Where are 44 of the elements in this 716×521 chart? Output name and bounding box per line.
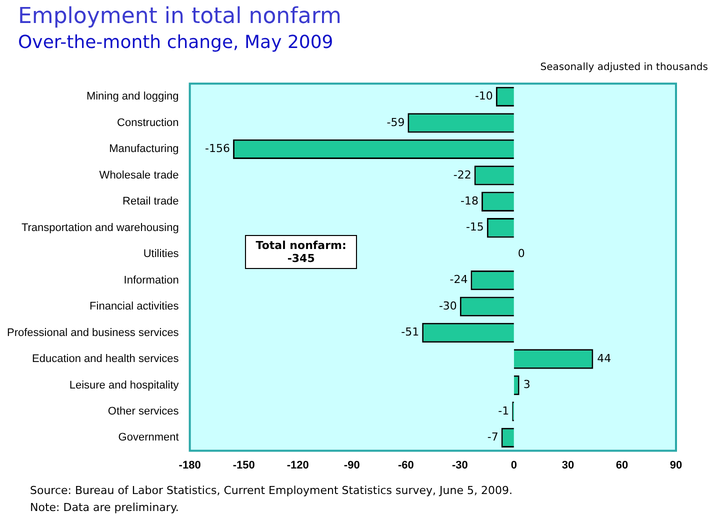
text: Seasonally adjusted in thousands xyxy=(540,62,708,73)
data-label: 44 xyxy=(597,352,612,365)
y-tick-label: Government xyxy=(118,432,179,444)
data-label: 0 xyxy=(518,246,525,260)
y-tick-label: Mining and logging xyxy=(86,90,179,103)
data-label: -51 xyxy=(401,326,420,339)
y-tick-label: Information xyxy=(124,274,179,286)
x-tick-label: -30 xyxy=(452,459,468,472)
data-label: -15 xyxy=(466,220,484,234)
x-tick-label: -120 xyxy=(286,459,309,472)
y-tick-label: Financial activities xyxy=(90,300,180,313)
x-tick-label: -150 xyxy=(232,459,255,472)
y-tick-label: Construction xyxy=(117,116,179,129)
data-label: -30 xyxy=(438,299,457,312)
x-tick-label: -90 xyxy=(344,459,360,472)
annotation: Total nonfarm: -345 xyxy=(244,234,358,269)
y-tick-label: Utilities xyxy=(143,248,180,260)
text: Note: Data are preliminary. xyxy=(30,500,180,516)
x-tick-label: 90 xyxy=(670,459,682,472)
data-label: -156 xyxy=(205,142,230,156)
chart-subtitle: Over-the-month change, May 2009 xyxy=(18,32,334,53)
y-tick-label: Retail trade xyxy=(122,196,179,208)
y-tick-label: Education and health services xyxy=(32,353,180,366)
data-label: -22 xyxy=(453,168,472,182)
x-tick-label: 30 xyxy=(562,459,574,472)
data-label: -18 xyxy=(460,194,479,208)
y-tick-label: Professional and business services xyxy=(7,326,180,339)
data-label: -10 xyxy=(474,90,493,103)
x-tick-label: 60 xyxy=(616,459,628,472)
data-label: -1 xyxy=(498,404,510,418)
data-label: -24 xyxy=(450,273,468,286)
y-tick-label: Manufacturing xyxy=(109,143,179,156)
y-tick-label: Other services xyxy=(108,405,180,418)
chart-title: Employment in total nonfarm xyxy=(18,4,342,29)
x-tick-label: -180 xyxy=(178,459,201,472)
x-tick-label: 0 xyxy=(510,459,517,472)
x-tick-label: -60 xyxy=(398,459,414,472)
y-tick-label: Leisure and hospitality xyxy=(69,379,180,392)
data-label: -59 xyxy=(386,116,405,129)
data-label: -7 xyxy=(487,430,498,444)
source-note: Source: Bureau of Labor Statistics, Current Employment Statistics survey, June 5, 2009. xyxy=(30,483,512,499)
y-tick-label: Transportation and warehousing xyxy=(21,222,179,234)
y-tick-label: Wholesale trade xyxy=(99,169,179,182)
data-label: 3 xyxy=(523,378,530,392)
